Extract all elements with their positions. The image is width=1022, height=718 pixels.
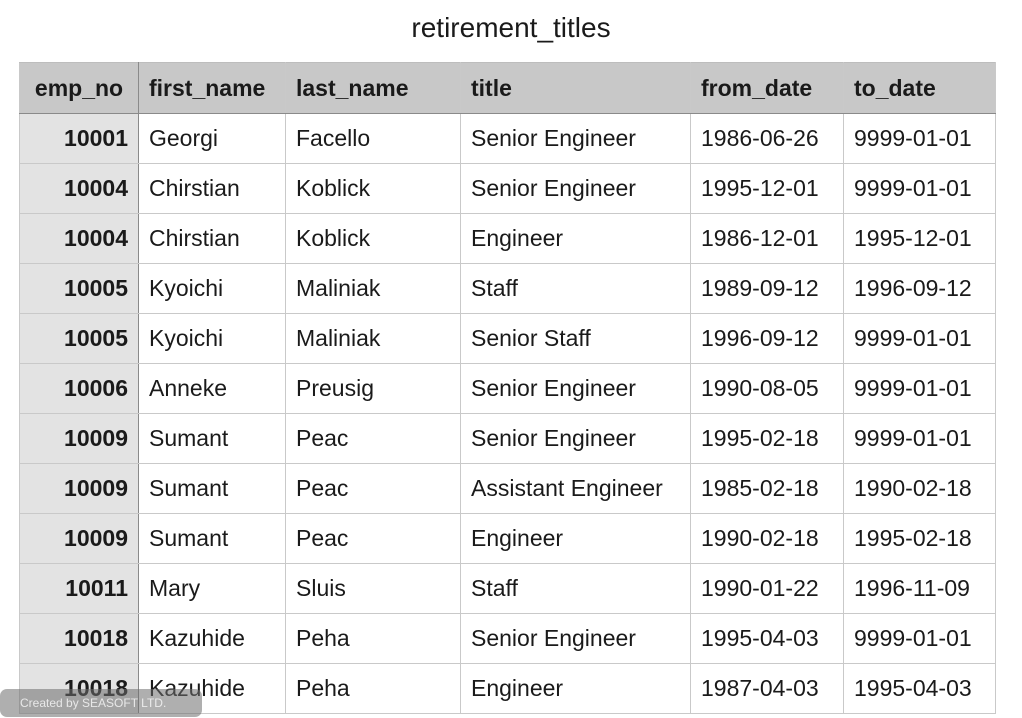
title-cell[interactable]: Senior Engineer bbox=[460, 163, 691, 214]
emp-no-cell[interactable]: 10005 bbox=[19, 313, 139, 364]
from-date-cell[interactable]: 1990-08-05 bbox=[690, 363, 844, 414]
title-cell[interactable]: Engineer bbox=[460, 213, 691, 264]
column-header-first-name[interactable]: first_name bbox=[138, 62, 286, 114]
column-header-to-date[interactable]: to_date bbox=[843, 62, 996, 114]
last-name-cell[interactable]: Peac bbox=[285, 513, 461, 564]
from-date-cell[interactable]: 1996-09-12 bbox=[690, 313, 844, 364]
to-date-cell[interactable]: 9999-01-01 bbox=[843, 113, 996, 164]
first-name-cell[interactable]: Georgi bbox=[138, 113, 286, 164]
emp-no-cell[interactable]: 10018 bbox=[19, 613, 139, 664]
to-date-cell[interactable]: 9999-01-01 bbox=[843, 313, 996, 364]
first-name-cell[interactable]: Chirstian bbox=[138, 163, 286, 214]
column-header-emp-no[interactable]: emp_no bbox=[19, 62, 139, 114]
emp-no-cell[interactable]: 10001 bbox=[19, 113, 139, 164]
first-name-cell[interactable]: Kazuhide bbox=[138, 613, 286, 664]
title-cell[interactable]: Staff bbox=[460, 563, 691, 614]
to-date-cell[interactable]: 9999-01-01 bbox=[843, 163, 996, 214]
first-name-cell[interactable]: Kyoichi bbox=[138, 313, 286, 364]
emp-no-cell[interactable]: 10004 bbox=[19, 213, 139, 264]
to-date-cell[interactable]: 9999-01-01 bbox=[843, 613, 996, 664]
title-cell[interactable]: Senior Engineer bbox=[460, 613, 691, 664]
to-date-cell[interactable]: 1996-11-09 bbox=[843, 563, 996, 614]
from-date-cell[interactable]: 1990-01-22 bbox=[690, 563, 844, 614]
title-cell[interactable]: Staff bbox=[460, 263, 691, 314]
last-name-cell[interactable]: Peac bbox=[285, 413, 461, 464]
table-row: 10009 Sumant Peac Assistant Engineer 1985-02… bbox=[19, 463, 996, 514]
first-name-cell[interactable]: Anneke bbox=[138, 363, 286, 414]
first-name-cell[interactable]: Kyoichi bbox=[138, 263, 286, 314]
to-date-cell[interactable]: 1995-04-03 bbox=[843, 663, 996, 714]
table-body: 10001 Georgi Facello Senior Engineer 1986-06… bbox=[19, 113, 996, 714]
from-date-cell[interactable]: 1989-09-12 bbox=[690, 263, 844, 314]
title-cell[interactable]: Assistant Engineer bbox=[460, 463, 691, 514]
watermark: Created by SEASOFT LTD. bbox=[0, 689, 202, 717]
table-row: 10001 Georgi Facello Senior Engineer 1986-06… bbox=[19, 113, 996, 164]
emp-no-cell[interactable]: 10009 bbox=[19, 463, 139, 514]
table-row: 10004 Chirstian Koblick Senior Engineer 1995… bbox=[19, 163, 996, 214]
last-name-cell[interactable]: Maliniak bbox=[285, 313, 461, 364]
table-row: 10006 Anneke Preusig Senior Engineer 1990-08… bbox=[19, 363, 996, 414]
last-name-cell[interactable]: Sluis bbox=[285, 563, 461, 614]
last-name-cell[interactable]: Preusig bbox=[285, 363, 461, 414]
title-cell[interactable]: Engineer bbox=[460, 513, 691, 564]
table-row: 10005 Kyoichi Maliniak Senior Staff 1996-09-… bbox=[19, 313, 996, 364]
first-name-cell[interactable]: Chirstian bbox=[138, 213, 286, 264]
table-row: 10011 Mary Sluis Staff 1990-01-22 1996-11-09 bbox=[19, 563, 996, 614]
from-date-cell[interactable]: 1995-02-18 bbox=[690, 413, 844, 464]
to-date-cell[interactable]: 9999-01-01 bbox=[843, 363, 996, 414]
title-cell[interactable]: Senior Engineer bbox=[460, 413, 691, 464]
from-date-cell[interactable]: 1990-02-18 bbox=[690, 513, 844, 564]
first-name-cell[interactable]: Sumant bbox=[138, 413, 286, 464]
table-row: 10004 Chirstian Koblick Engineer 1986-12-01 1… bbox=[19, 213, 996, 264]
last-name-cell[interactable]: Facello bbox=[285, 113, 461, 164]
title-cell[interactable]: Senior Staff bbox=[460, 313, 691, 364]
emp-no-cell[interactable]: 10005 bbox=[19, 263, 139, 314]
last-name-cell[interactable]: Koblick bbox=[285, 163, 461, 214]
to-date-cell[interactable]: 9999-01-01 bbox=[843, 413, 996, 464]
from-date-cell[interactable]: 1985-02-18 bbox=[690, 463, 844, 514]
last-name-cell[interactable]: Peha bbox=[285, 663, 461, 714]
title-cell[interactable]: Engineer bbox=[460, 663, 691, 714]
first-name-cell[interactable]: Sumant bbox=[138, 513, 286, 564]
from-date-cell[interactable]: 1986-12-01 bbox=[690, 213, 844, 264]
to-date-cell[interactable]: 1996-09-12 bbox=[843, 263, 996, 314]
last-name-cell[interactable]: Maliniak bbox=[285, 263, 461, 314]
emp-no-cell[interactable]: 10006 bbox=[19, 363, 139, 414]
title-cell[interactable]: Senior Engineer bbox=[460, 363, 691, 414]
last-name-cell[interactable]: Peac bbox=[285, 463, 461, 514]
emp-no-cell[interactable]: 10009 bbox=[19, 513, 139, 564]
emp-no-cell[interactable]: 10004 bbox=[19, 163, 139, 214]
to-date-cell[interactable]: 1990-02-18 bbox=[843, 463, 996, 514]
column-header-title[interactable]: title bbox=[460, 62, 691, 114]
last-name-cell[interactable]: Koblick bbox=[285, 213, 461, 264]
title-cell[interactable]: Senior Engineer bbox=[460, 113, 691, 164]
column-header-from-date[interactable]: from_date bbox=[690, 62, 844, 114]
table-row: 10009 Sumant Peac Senior Engineer 1995-02-18… bbox=[19, 413, 996, 464]
column-header-last-name[interactable]: last_name bbox=[285, 62, 461, 114]
first-name-cell[interactable]: Mary bbox=[138, 563, 286, 614]
to-date-cell[interactable]: 1995-02-18 bbox=[843, 513, 996, 564]
last-name-cell[interactable]: Peha bbox=[285, 613, 461, 664]
table-row: 10018 Kazuhide Peha Senior Engineer 1995-04-… bbox=[19, 613, 996, 664]
from-date-cell[interactable]: 1995-04-03 bbox=[690, 613, 844, 664]
sheet-title: retirement_titles bbox=[411, 12, 611, 43]
data-table: emp_no first_name last_name title from_d… bbox=[19, 62, 996, 714]
table-row: 10009 Sumant Peac Engineer 1990-02-18 1995-02… bbox=[19, 513, 996, 564]
from-date-cell[interactable]: 1986-06-26 bbox=[690, 113, 844, 164]
emp-no-cell[interactable]: 10009 bbox=[19, 413, 139, 464]
to-date-cell[interactable]: 1995-12-01 bbox=[843, 213, 996, 264]
from-date-cell[interactable]: 1987-04-03 bbox=[690, 663, 844, 714]
first-name-cell[interactable]: Sumant bbox=[138, 463, 286, 514]
from-date-cell[interactable]: 1995-12-01 bbox=[690, 163, 844, 214]
table-row: 10005 Kyoichi Maliniak Staff 1989-09-12 1996-… bbox=[19, 263, 996, 314]
emp-no-cell[interactable]: 10011 bbox=[19, 563, 139, 614]
header-row: emp_no first_name last_name title from_d… bbox=[19, 62, 996, 114]
